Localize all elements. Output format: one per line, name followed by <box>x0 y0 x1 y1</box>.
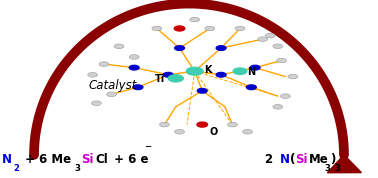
Circle shape <box>186 67 203 75</box>
Circle shape <box>228 122 237 127</box>
Circle shape <box>233 68 247 74</box>
Circle shape <box>273 44 283 49</box>
Circle shape <box>114 44 124 49</box>
Circle shape <box>197 88 207 93</box>
Circle shape <box>243 129 253 134</box>
Text: N: N <box>2 153 12 166</box>
Circle shape <box>129 55 139 59</box>
Text: Catalyst: Catalyst <box>89 79 137 92</box>
Circle shape <box>235 26 245 31</box>
Circle shape <box>168 75 183 82</box>
Circle shape <box>152 26 162 31</box>
Circle shape <box>288 74 298 79</box>
Text: (: ( <box>290 153 296 166</box>
Circle shape <box>160 122 169 127</box>
Circle shape <box>216 46 226 50</box>
Circle shape <box>280 94 290 98</box>
Circle shape <box>197 122 208 127</box>
Text: 2: 2 <box>265 153 277 166</box>
Circle shape <box>216 72 226 77</box>
Circle shape <box>133 85 143 90</box>
Circle shape <box>174 26 185 31</box>
Text: 6 Me: 6 Me <box>39 153 71 166</box>
Text: N: N <box>248 67 256 77</box>
Circle shape <box>277 58 287 63</box>
Circle shape <box>190 17 200 22</box>
Circle shape <box>107 92 116 97</box>
Circle shape <box>273 104 283 109</box>
Text: Si: Si <box>81 153 94 166</box>
Text: O: O <box>210 127 218 137</box>
Circle shape <box>205 26 215 31</box>
Circle shape <box>91 101 101 106</box>
Circle shape <box>246 85 256 90</box>
Text: −: − <box>144 142 151 151</box>
Text: N: N <box>280 153 290 166</box>
Circle shape <box>163 72 173 77</box>
Text: + 6 e: + 6 e <box>110 153 148 166</box>
Text: 3: 3 <box>335 164 341 173</box>
Text: Me: Me <box>309 153 329 166</box>
Circle shape <box>265 33 275 38</box>
Circle shape <box>175 46 184 50</box>
Text: +: + <box>21 153 39 166</box>
Text: K: K <box>204 65 212 75</box>
Polygon shape <box>327 155 361 173</box>
Text: 2: 2 <box>13 164 19 173</box>
Text: 3: 3 <box>324 164 330 173</box>
Circle shape <box>129 65 139 70</box>
Circle shape <box>175 129 184 134</box>
Text: ): ) <box>330 153 335 166</box>
Circle shape <box>88 72 98 77</box>
Text: Ti: Ti <box>155 74 165 84</box>
Circle shape <box>99 62 109 66</box>
Text: Cl: Cl <box>96 153 108 166</box>
Text: Si: Si <box>296 153 308 166</box>
Text: 3: 3 <box>74 164 81 173</box>
Circle shape <box>250 65 260 70</box>
Circle shape <box>258 37 268 41</box>
